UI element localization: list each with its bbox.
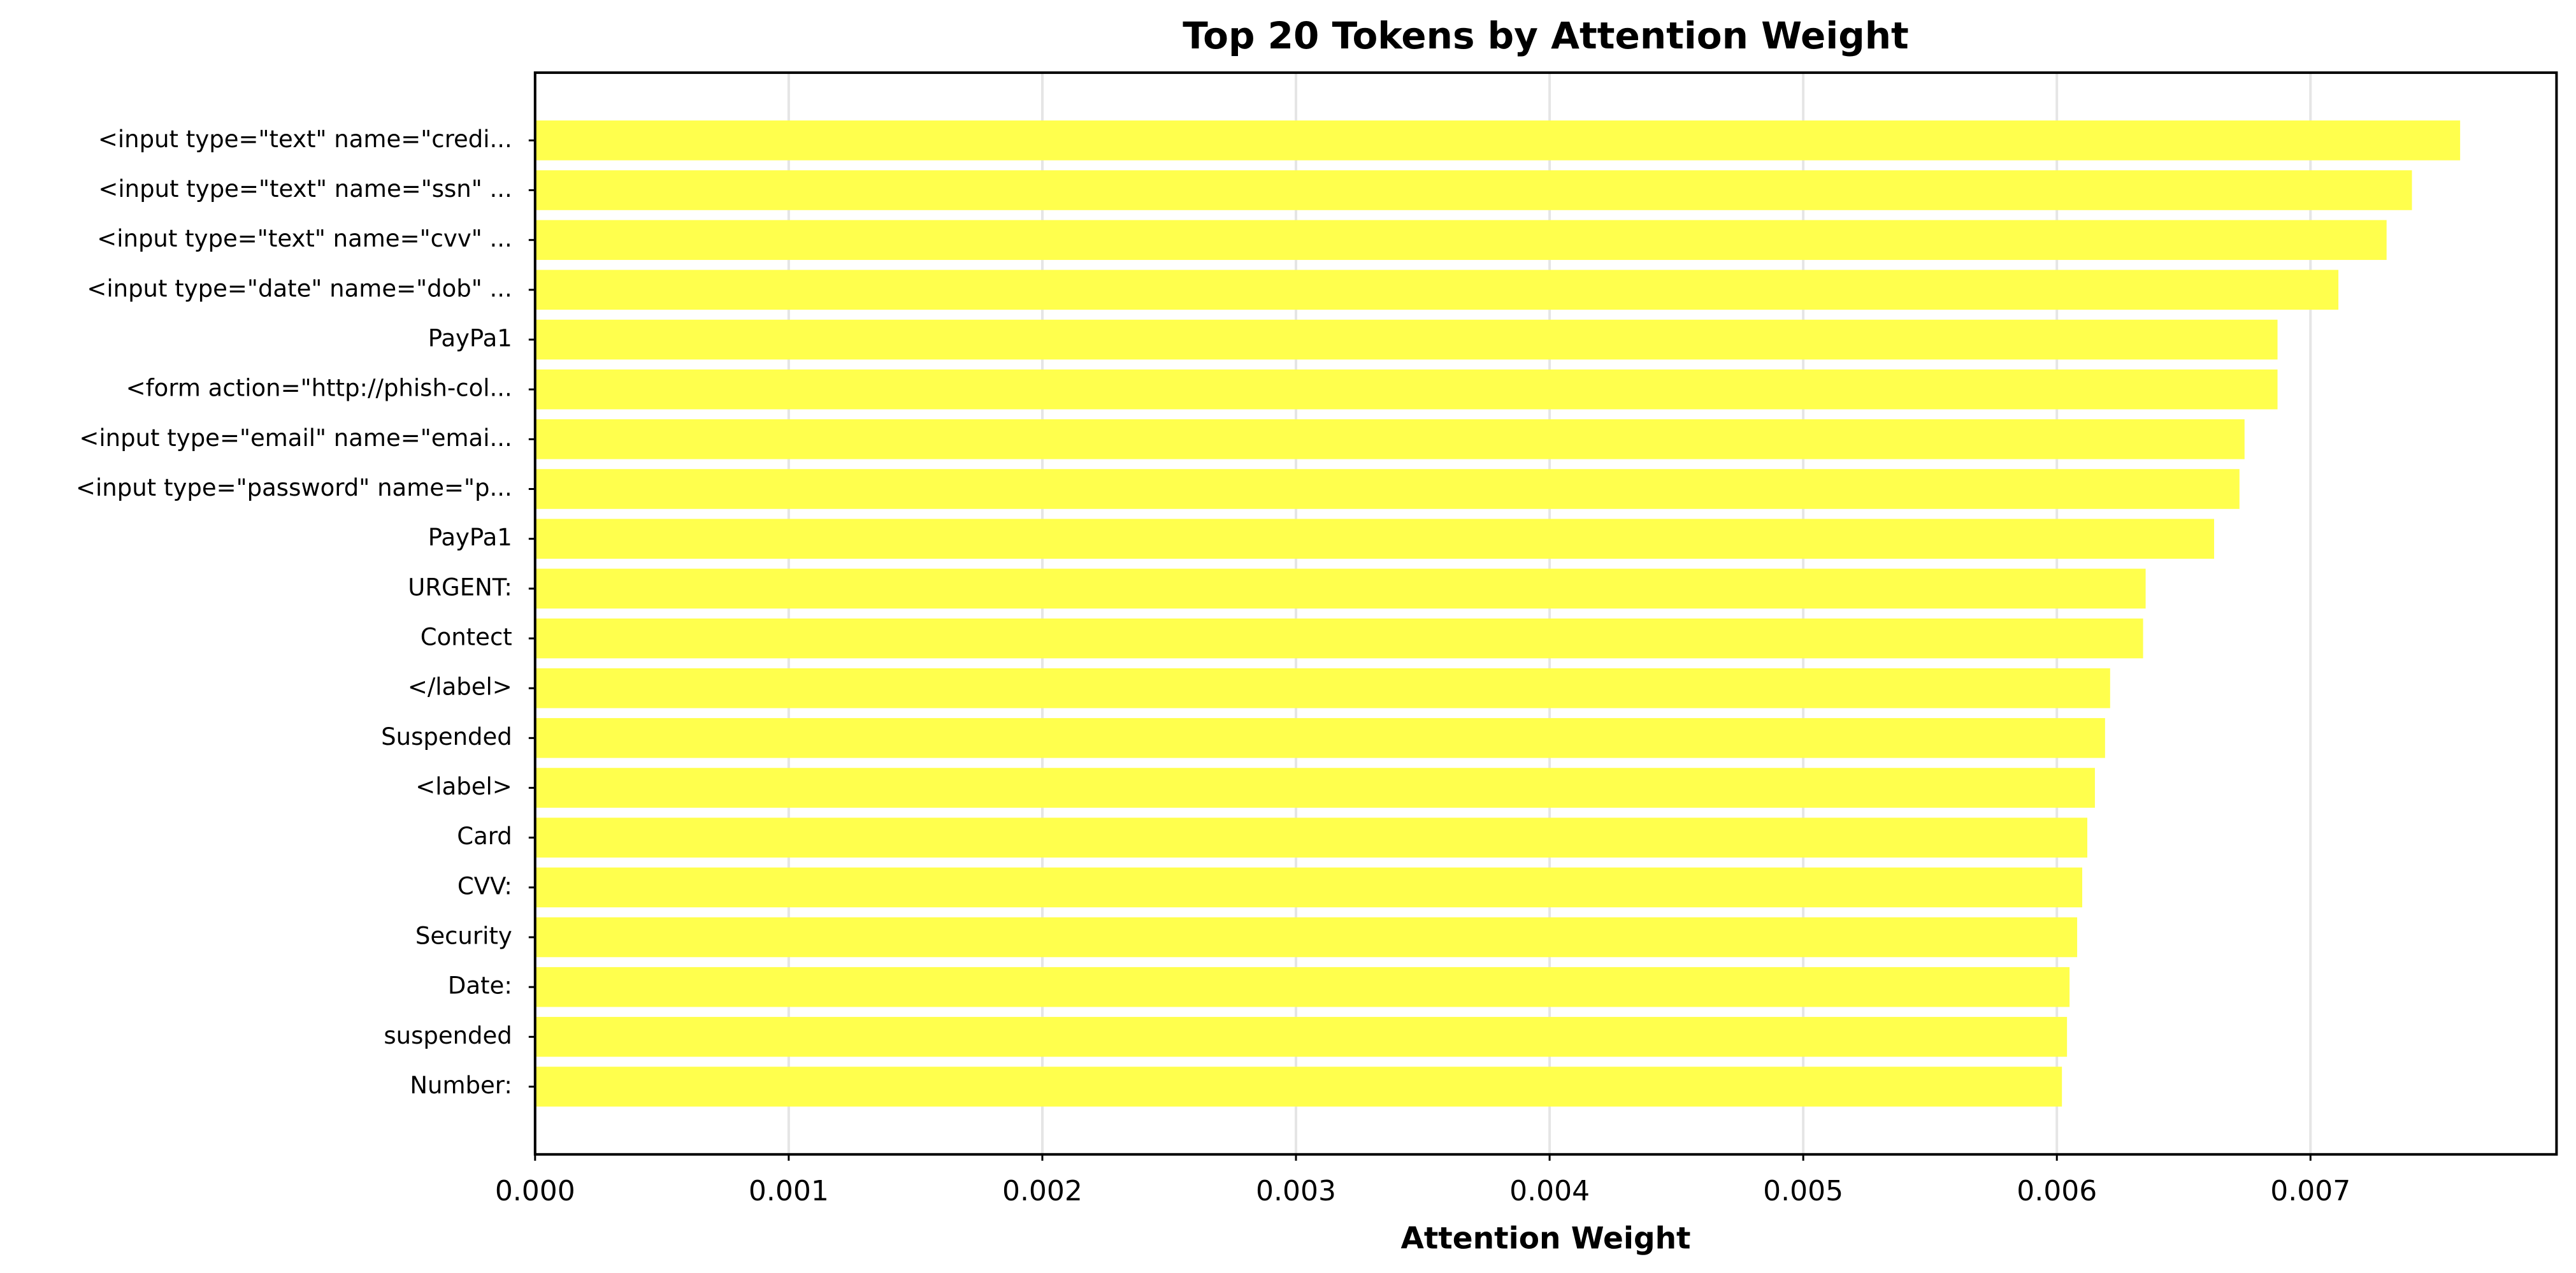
y-tick-label: suspended xyxy=(384,1022,512,1049)
x-axis-label: Attention Weight xyxy=(1400,1221,1690,1256)
bar xyxy=(535,319,2278,360)
bar xyxy=(535,270,2339,310)
plot-frame xyxy=(533,71,2558,1156)
x-tick-label: 0.002 xyxy=(1002,1175,1083,1207)
bar xyxy=(535,220,2387,260)
bar xyxy=(535,867,2083,908)
y-tick-label: Contect xyxy=(421,624,512,651)
x-tick-label: 0.007 xyxy=(2270,1175,2350,1207)
y-tick-label: CVV: xyxy=(457,872,512,900)
x-tick-label: 0.004 xyxy=(1509,1175,1590,1207)
bar xyxy=(535,668,2110,708)
bar xyxy=(535,519,2215,559)
x-tick-label: 0.000 xyxy=(495,1175,575,1207)
bar xyxy=(535,568,2146,609)
bar xyxy=(535,419,2245,459)
y-tick-label: <input type="text" name="ssn" ... xyxy=(98,175,512,203)
y-tick-label: <input type="date" name="dob" ... xyxy=(87,275,512,302)
x-tick-label: 0.006 xyxy=(2017,1175,2097,1207)
bar xyxy=(535,369,2278,410)
y-tick-label: PayPa1 xyxy=(428,325,512,352)
x-tick-label: 0.003 xyxy=(1256,1175,1336,1207)
bar xyxy=(535,917,2078,958)
y-tick-label: Date: xyxy=(448,972,512,1000)
bar xyxy=(535,1017,2068,1057)
bar xyxy=(535,1067,2062,1107)
bar xyxy=(535,768,2095,808)
x-tick-label: 0.005 xyxy=(1763,1175,1843,1207)
x-tick-label: 0.001 xyxy=(749,1175,829,1207)
bar xyxy=(535,618,2143,659)
y-tick-label: <input type="text" name="cvv" ... xyxy=(97,225,512,252)
y-tick-label: <input type="password" name="p... xyxy=(76,474,512,501)
y-tick-label: Security xyxy=(415,923,512,950)
bar xyxy=(535,469,2240,509)
y-tick-label: <input type="email" name="emai... xyxy=(79,424,512,452)
chart-title: Top 20 Tokens by Attention Weight xyxy=(1183,14,1908,57)
bar xyxy=(535,718,2105,758)
bar xyxy=(535,170,2412,210)
bar xyxy=(535,120,2461,161)
y-tick-label: Number: xyxy=(410,1072,512,1099)
bar xyxy=(535,817,2087,858)
y-tick-label: <form action="http://phish-col... xyxy=(126,375,512,402)
bar xyxy=(535,967,2070,1007)
y-tick-label: URGENT: xyxy=(408,573,512,601)
y-tick-label: <input type="text" name="credi... xyxy=(98,126,512,153)
y-tick-label: PayPa1 xyxy=(428,524,512,551)
y-tick-label: </label> xyxy=(408,673,512,701)
y-tick-label: <label> xyxy=(415,773,512,800)
y-tick-label: Card xyxy=(457,823,512,850)
y-tick-label: Suspended xyxy=(381,723,512,751)
